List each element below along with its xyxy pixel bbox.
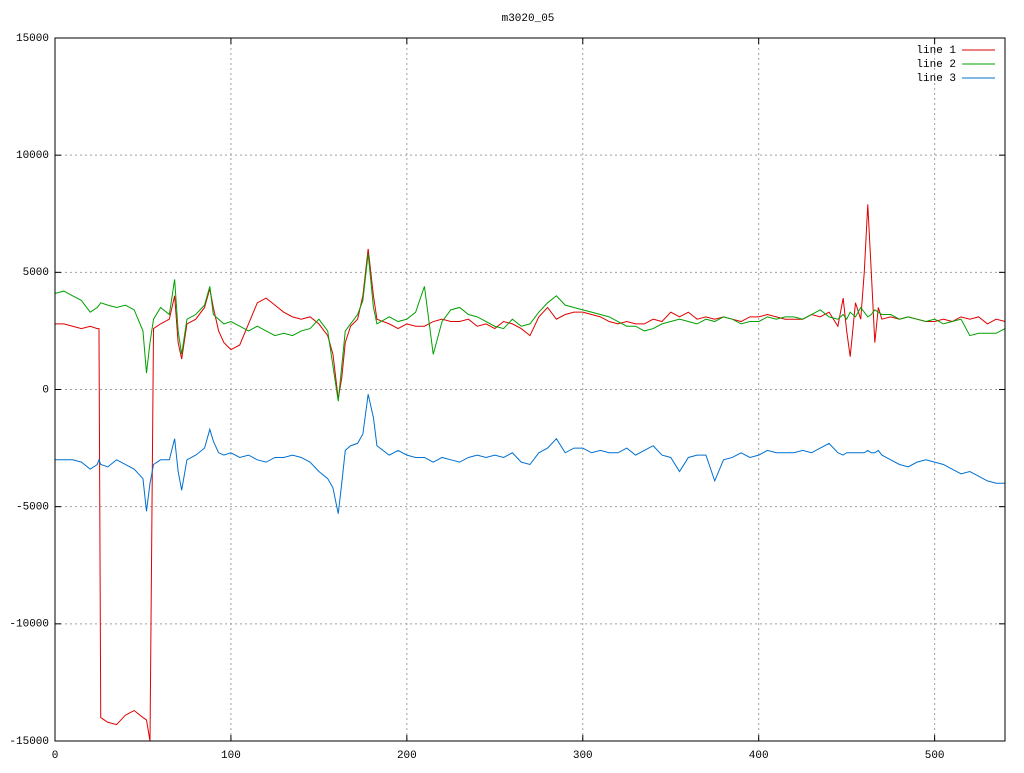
y-tick-label: -10000 — [9, 619, 49, 631]
y-tick-label: 0 — [42, 384, 49, 396]
y-tick-label: 5000 — [23, 267, 49, 279]
x-tick-label: 400 — [749, 750, 769, 762]
chart-title: m3020_05 — [502, 13, 555, 25]
x-tick-label: 200 — [397, 750, 417, 762]
legend-label: line 2 — [916, 59, 956, 71]
legend-label: line 1 — [916, 45, 956, 57]
grid: -15000 -10000 -5000 0 5000 10000 15000 0 100 200 3… — [9, 33, 1005, 762]
x-tick-label: 0 — [52, 750, 59, 762]
x-tick-label: 100 — [221, 750, 241, 762]
x-tick-label: 500 — [925, 750, 945, 762]
legend-label: line 3 — [916, 73, 956, 85]
data-line — [55, 204, 1005, 741]
plot-border — [54, 37, 1006, 742]
y-tick-label: 15000 — [16, 33, 49, 45]
y-tick-label: -5000 — [16, 502, 49, 514]
data-line — [55, 394, 1005, 514]
legend: line 1 line 2 line 3 — [916, 45, 995, 85]
y-tick-label: -15000 — [9, 736, 49, 748]
plot-area — [55, 204, 1005, 741]
data-line — [55, 253, 1005, 402]
y-tick-label: 10000 — [16, 150, 49, 162]
x-tick-label: 300 — [573, 750, 593, 762]
